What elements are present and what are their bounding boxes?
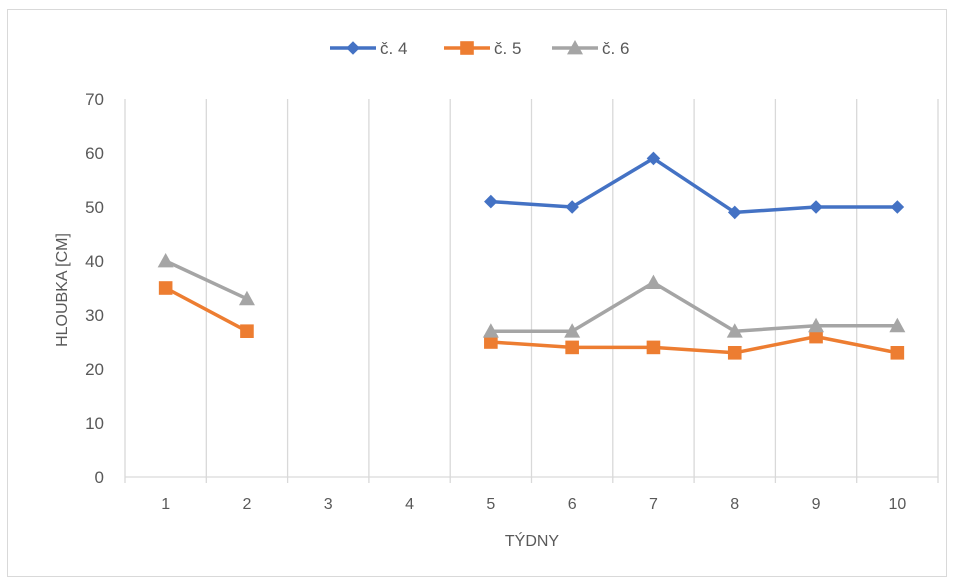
legend-item: č. 5: [444, 39, 521, 58]
series-line: [489, 156, 900, 215]
legend-label: č. 6: [602, 39, 629, 58]
data-point: [809, 329, 823, 344]
x-tick-label: 10: [888, 496, 906, 513]
x-tick-label: 3: [324, 496, 333, 513]
data-point: [240, 324, 254, 338]
data-point: [808, 317, 825, 333]
y-tick-label: 20: [85, 360, 104, 379]
legend-marker: [567, 40, 583, 55]
axes: 1 2 3 4 5 6 7 8 9 10 0 10 20 30 40 50 60 70: [85, 90, 939, 513]
data-point: [238, 290, 255, 306]
x-tick-label: 9: [812, 496, 821, 513]
data-point: [727, 205, 742, 220]
x-tick-label: 5: [486, 496, 495, 513]
x-tick-label: 8: [730, 496, 739, 513]
y-axis-label: HLOUBKA [CM]: [54, 233, 71, 347]
data-point: [646, 151, 661, 166]
series-line: [163, 286, 249, 333]
data-point: [564, 323, 581, 338]
x-tick-label: 6: [568, 496, 577, 513]
x-axis-label: TÝDNY: [505, 531, 560, 550]
y-tick-label: 70: [85, 90, 104, 109]
x-tick-label: 1: [161, 496, 170, 513]
data-point: [158, 281, 173, 295]
data-point: [645, 274, 662, 289]
data-point: [565, 340, 579, 355]
legend-item: č. 6: [552, 39, 629, 58]
legend-label: č. 5: [494, 39, 521, 58]
data-point: [809, 200, 823, 214]
series-line: [489, 334, 900, 355]
data-point: [890, 200, 905, 214]
data-point: [727, 346, 742, 360]
data-point: [484, 194, 498, 209]
x-tick-label: 2: [242, 496, 251, 513]
series-1: [484, 151, 905, 220]
y-tick-label: 10: [85, 414, 104, 433]
y-tick-label: 0: [95, 468, 104, 487]
y-tick-label: 30: [85, 306, 104, 325]
series-line: [489, 280, 900, 333]
y-tick-label: 50: [85, 198, 104, 217]
legend-marker: [460, 41, 474, 55]
legend-item: č. 4: [330, 39, 407, 58]
data-point: [646, 340, 661, 355]
data-point: [890, 346, 905, 360]
data-point: [726, 323, 743, 338]
data-point: [482, 323, 499, 338]
data-point: [484, 335, 498, 349]
series-line: [163, 259, 249, 301]
grid-lines: [124, 99, 939, 477]
legend: č. 4 č. 5 č. 6: [330, 39, 629, 58]
legend-marker: [346, 41, 360, 55]
series-group: [157, 151, 906, 360]
y-tick-label: 60: [85, 144, 104, 163]
series-2: [158, 281, 905, 360]
y-tick-label: 40: [85, 252, 104, 271]
data-point: [157, 253, 174, 268]
legend-label: č. 4: [380, 39, 407, 58]
series-3: [157, 253, 906, 338]
x-tick-label: 7: [649, 496, 658, 513]
data-point: [889, 317, 906, 333]
data-point: [565, 200, 579, 214]
x-tick-label: 4: [405, 496, 414, 513]
